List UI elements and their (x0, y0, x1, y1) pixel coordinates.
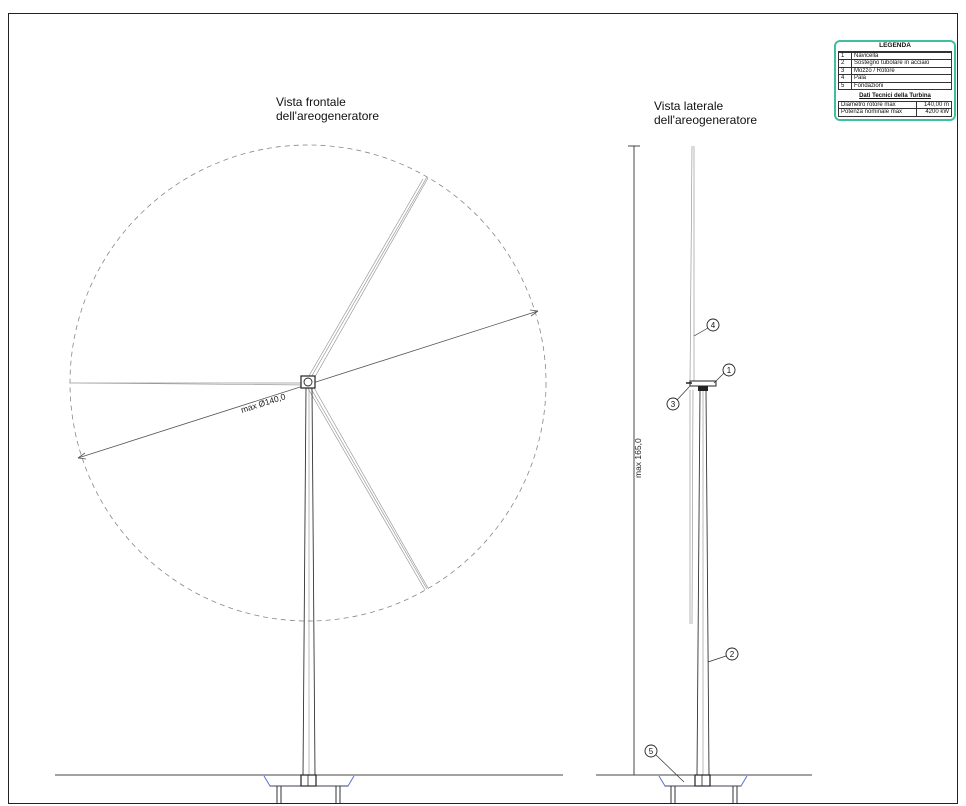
front-view: max Ø140,0 (55, 144, 563, 803)
legend-table: 1 Navicella 2 Sostegno tubolare in accia… (838, 51, 952, 91)
sheet-border (8, 13, 958, 804)
blade-up (305, 176, 429, 383)
tech-row: Potenza nominale max 4200 kW (838, 108, 953, 117)
tech-data-table: Diametro rotore max 140,00 m Potenza nom… (838, 100, 953, 117)
dim-arrow-left (77, 452, 87, 460)
callout-3-label: 3 (671, 400, 676, 409)
side-view-title: Vista laterale dell'areogeneratore (654, 99, 757, 127)
legend-item-num: 3 (838, 66, 852, 75)
side-nacelle (686, 380, 717, 391)
legend-item-label: Navicella (851, 51, 952, 60)
tech-row-label: Potenza nominale max (838, 108, 917, 117)
legend-row: 2 Sostegno tubolare in acciaio (838, 59, 952, 68)
legend-item-num: 2 (838, 59, 852, 68)
callout-1: 1 (713, 363, 736, 384)
front-view-title-line2: dell'areogeneratore (276, 109, 380, 123)
legend-item-label: Pala (851, 74, 952, 83)
tech-row: Diametro rotore max 140,00 m (838, 100, 953, 109)
front-view-title: Vista frontale dell'areogeneratore (276, 95, 379, 123)
side-view: max 165,0 1 2 3 4 (596, 145, 812, 803)
front-foundation (263, 774, 355, 803)
front-hub (300, 375, 316, 389)
height-label: max 165,0 (633, 438, 643, 478)
callout-2-label: 2 (730, 650, 735, 659)
tech-data-title: Dati Tecnici della Turbina (859, 93, 931, 99)
callout-4: 4 (693, 318, 720, 337)
legend-row: 3 Mozzo / Rotore (838, 66, 952, 75)
legend-item-label: Mozzo / Rotore (851, 66, 952, 75)
tech-row-value: 4200 kW (915, 108, 953, 117)
legend-item-num: 1 (838, 51, 852, 60)
diameter-label: max Ø140,0 (240, 391, 287, 415)
callout-3: 3 (666, 385, 691, 411)
side-foundation (658, 774, 748, 803)
legend-row: 4 Pala (838, 74, 952, 83)
legend-box: LEGENDA 1 Navicella 2 Sostegno tubolare … (834, 40, 956, 121)
legend-title: LEGENDA (838, 42, 952, 52)
front-blades (70, 176, 429, 591)
side-view-title-line1: Vista laterale (654, 99, 724, 113)
dim-arrow-right (529, 309, 539, 317)
legend-item-label: Sostegno tubolare in acciaio (851, 59, 952, 68)
callout-2: 2 (707, 647, 739, 663)
blade-down (305, 384, 429, 591)
legend-item-label: Fondazioni (851, 81, 952, 90)
front-view-title-line1: Vista frontale (276, 95, 346, 109)
callout-4-label: 4 (711, 321, 716, 330)
front-tower (302, 387, 316, 776)
callout-5: 5 (644, 744, 685, 783)
blade-left (70, 382, 309, 386)
side-view-title-line2: dell'areogeneratore (654, 113, 758, 127)
callout-5-label: 5 (649, 747, 654, 756)
tech-row-label: Diametro rotore max (838, 100, 917, 109)
tech-row-value: 140,00 m (915, 100, 953, 109)
legend-row: 1 Navicella (838, 51, 952, 60)
legend-item-num: 5 (838, 81, 852, 90)
side-tower (696, 389, 710, 776)
side-blade (689, 145, 695, 625)
legend-row: 5 Fondazioni (838, 81, 952, 90)
legend-item-num: 4 (838, 74, 852, 83)
callout-1-label: 1 (727, 366, 732, 375)
